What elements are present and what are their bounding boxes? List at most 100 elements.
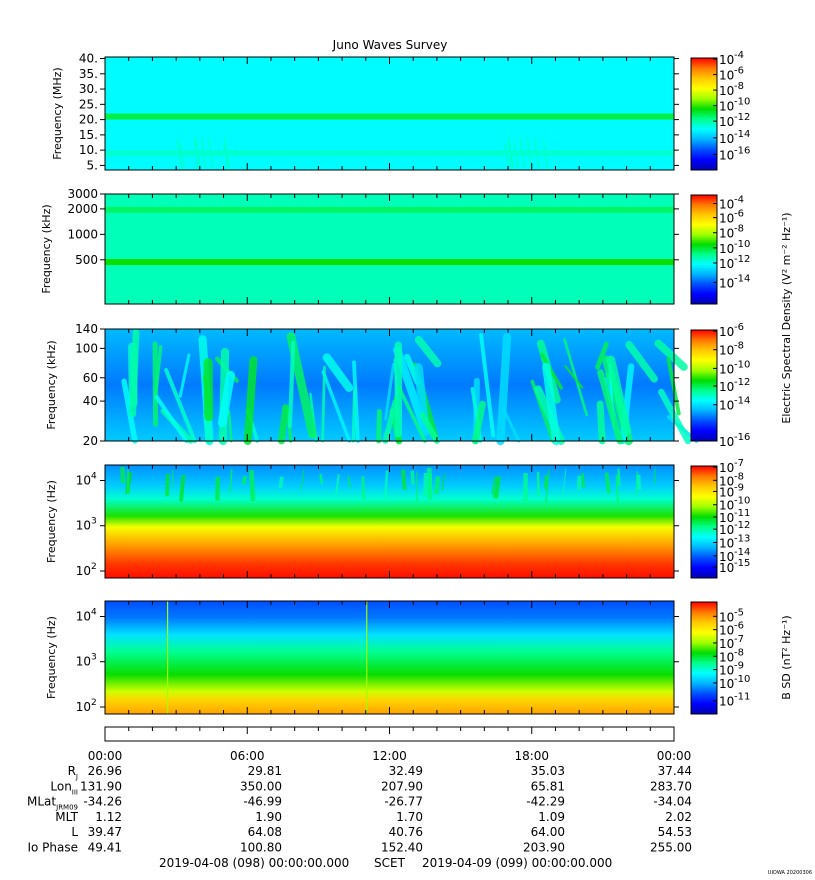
colorbar-tick-exponent: -14 <box>734 396 750 407</box>
time-tick-label: 18:00 <box>514 749 549 763</box>
colorbar-tick-exponent: -14 <box>734 129 750 140</box>
colorbar-tick-exponent: -6 <box>734 66 744 77</box>
colorbar-tick-exponent: -10 <box>734 97 750 108</box>
time-tick-label: 06:00 <box>230 749 265 763</box>
colorbar-tick-label: 10 <box>719 399 734 413</box>
emission-band <box>105 206 674 213</box>
emission-streak <box>178 353 191 398</box>
emission-streak <box>384 362 395 421</box>
ephemeris-value: -46.99 <box>243 795 282 809</box>
ephemeris-value: -34.26 <box>83 795 122 809</box>
ephemeris-value: 2.02 <box>665 810 692 824</box>
colorbar-tick-label: 10 <box>719 511 734 525</box>
time-tick-label: 00:00 <box>88 749 123 763</box>
colorbar-tick-exponent: -10 <box>734 359 750 370</box>
emission-streak <box>635 471 638 496</box>
emission-streak <box>215 476 220 501</box>
emission-streak <box>248 470 256 502</box>
emission-streak <box>154 395 189 444</box>
emission-streak <box>479 333 496 438</box>
colorbar-tick-exponent: -6 <box>734 621 744 632</box>
emission-streak <box>319 473 324 485</box>
emission-band <box>105 259 674 266</box>
colorbar-tick-label: 10 <box>719 325 734 339</box>
emission-streak <box>426 467 433 500</box>
colorbar-tick-label: 10 <box>719 650 734 664</box>
colorbar-tick-label: 10 <box>719 100 734 114</box>
ephemeris-label: L <box>71 825 78 839</box>
colorbar-tick-label: 10 <box>719 695 734 709</box>
colorbar-tick-exponent: -12 <box>734 112 750 123</box>
y-tick-exponent: 4 <box>91 471 97 481</box>
y-tick-exponent: 4 <box>91 607 97 617</box>
colorbar-tick-label: 10 <box>719 148 734 162</box>
colorbar-tick-exponent: -8 <box>734 647 744 658</box>
emission-streak <box>347 475 352 489</box>
colorbar-tick-exponent: -10 <box>734 496 750 507</box>
colorbar-tick-label: 10 <box>719 677 734 691</box>
y-tick-label: 35. <box>79 67 98 81</box>
ephemeris-value: 1.09 <box>538 810 565 824</box>
emission-streak <box>203 358 214 422</box>
y-tick-label: 10 <box>76 655 91 669</box>
emission-streak <box>636 474 642 491</box>
emission-streak <box>581 473 586 488</box>
colorbar-tick-exponent: -4 <box>734 195 744 206</box>
colorbar-tick-label: 10 <box>719 257 734 271</box>
ephemeris-value: 26.96 <box>88 764 122 778</box>
y-tick-label: 60 <box>83 371 98 385</box>
colorbar-tick-exponent: -14 <box>734 273 750 284</box>
footer-stamp: UIOWA 20200306 <box>768 870 812 876</box>
time-tick-label: 00:00 <box>657 749 692 763</box>
emission-streak <box>596 400 606 445</box>
colorbar-tick-exponent: -11 <box>734 508 750 519</box>
colorbar-tick-exponent: -14 <box>734 547 750 558</box>
spectrogram-field <box>105 465 674 578</box>
ephemeris-value: 350.00 <box>240 779 282 793</box>
y-tick-label: 5. <box>87 158 98 172</box>
emission-streak <box>658 388 692 445</box>
ephemeris-value: 255.00 <box>650 841 692 855</box>
y-tick-label: 2000 <box>67 202 98 216</box>
colorbar-tick-label: 10 <box>719 380 734 394</box>
colorbar-tick-label: 10 <box>719 624 734 638</box>
ephemeris-value: 35.03 <box>531 764 565 778</box>
y-tick-label: 40. <box>79 52 98 66</box>
colorbar-tick-label: 10 <box>719 53 734 67</box>
emission-streak <box>419 412 440 444</box>
y-tick-label: 10. <box>79 143 98 157</box>
footer-end-time: 2019-04-09 (099) 00:00:00.000 <box>422 856 612 870</box>
y-tick-label: 10 <box>76 473 91 487</box>
colorbar-tick-exponent: -10 <box>734 674 750 685</box>
ephemeris-value: 40.76 <box>389 825 423 839</box>
emission-streak <box>278 404 289 445</box>
emission-band <box>105 150 674 157</box>
ephemeris-value: 1.90 <box>255 810 282 824</box>
ephemeris-value: 283.70 <box>650 779 692 793</box>
colorbar-tick-label: 10 <box>719 198 734 212</box>
colorbar-tick-exponent: -7 <box>734 634 744 645</box>
colorbar-label: B SD (nT² Hz⁻¹) <box>780 615 793 699</box>
ephemeris-value: 207.90 <box>381 779 423 793</box>
colorbar-tick-exponent: -8 <box>734 224 744 235</box>
emission-streak <box>120 466 126 484</box>
colorbar-tick-label: 10 <box>719 435 734 449</box>
y-tick-label: 10 <box>76 609 91 623</box>
colorbar-tick-exponent: -12 <box>734 254 750 265</box>
emission-streak <box>496 332 512 446</box>
y-axis-label: Frequency (kHz) <box>45 340 58 429</box>
ephemeris-value: 32.49 <box>389 764 423 778</box>
colorbar-tick-exponent: -15 <box>734 558 750 569</box>
emission-band <box>105 113 674 120</box>
colorbar-tick-exponent: -9 <box>734 661 744 672</box>
emission-streak <box>321 370 352 443</box>
y-axis-label: Frequency (Hz) <box>45 480 58 563</box>
colorbar <box>690 57 718 171</box>
ephemeris-table: RJ 26.96 29.81 32.49 35.03 37.44 LonIII 131.90 3… <box>27 764 692 855</box>
y-axis-label: Frequency (kHz) <box>40 204 53 293</box>
ephemeris-value: 37.44 <box>658 764 692 778</box>
ephemeris-value: 64.00 <box>531 825 565 839</box>
colorbar-tick-exponent: -13 <box>734 533 750 544</box>
